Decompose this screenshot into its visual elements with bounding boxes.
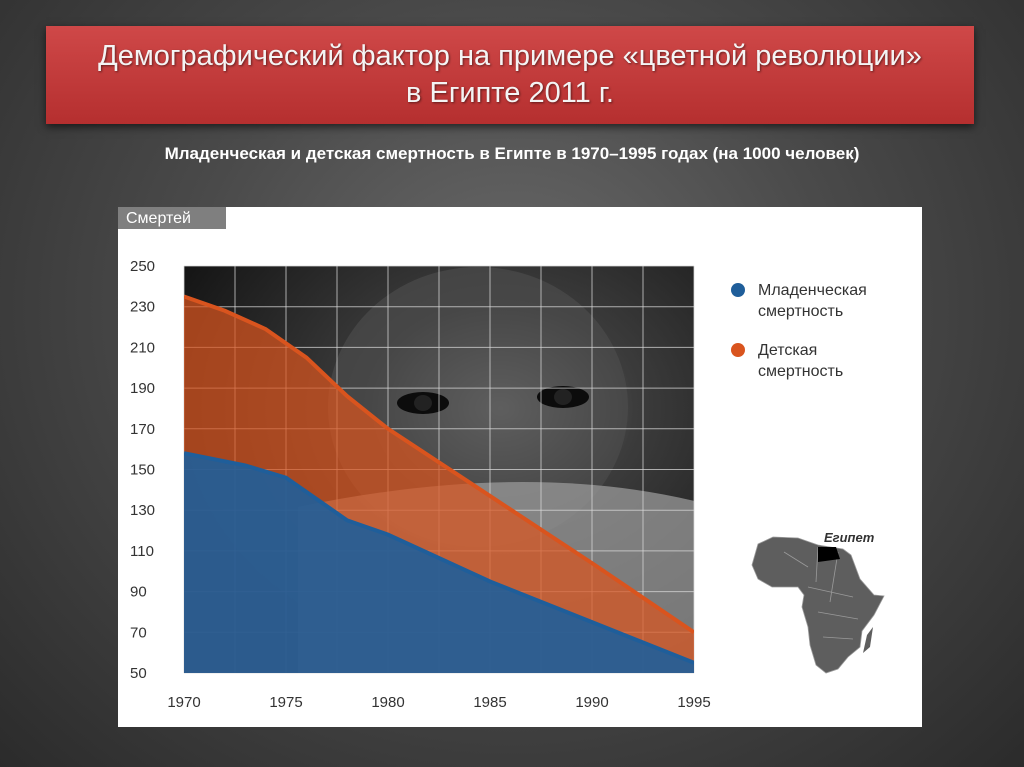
y-tick-label: 90 <box>130 584 147 601</box>
chart-panel: Смертей 50 70 90 110 130 150 170 190 210 230 250 1… <box>118 207 922 727</box>
y-tick-label: 50 <box>130 665 147 682</box>
title-line-1: Демографический фактор на примере «цветн… <box>98 39 922 72</box>
x-tick-label: 1980 <box>371 694 404 711</box>
y-tick-label: 190 <box>130 380 155 397</box>
x-tick-label: 1995 <box>677 694 710 711</box>
title-banner: Демографический фактор на примере «цветн… <box>46 26 974 124</box>
x-tick-label: 1990 <box>575 694 608 711</box>
legend-marker-1 <box>731 343 745 357</box>
y-ticks: 50 70 90 110 130 150 170 190 210 230 250 <box>130 258 155 682</box>
y-tick-label: 150 <box>130 462 155 479</box>
legend-marker-0 <box>731 283 745 297</box>
y-tick-label: 110 <box>130 543 154 560</box>
y-axis-label-box <box>118 207 226 229</box>
series-line-1 <box>184 294 694 634</box>
y-tick-label: 230 <box>130 299 155 316</box>
x-tick-label: 1970 <box>167 694 200 711</box>
title-line-2: в Египте 2011 г. <box>406 77 614 109</box>
y-tick-label: 250 <box>130 258 155 275</box>
y-axis-label: Смертей <box>126 210 191 227</box>
legend-label-0: Младенческая смертность <box>758 282 867 320</box>
egypt-label: Египет <box>824 530 875 545</box>
x-tick-label: 1975 <box>269 694 302 711</box>
series-area-0 <box>184 453 694 673</box>
egypt-highlight <box>818 547 840 562</box>
series-areas <box>184 294 694 673</box>
chart-svg: Смертей 50 70 90 110 130 150 170 190 210 230 250 1… <box>118 207 885 711</box>
legend: Младенческая смертность Детская смертность <box>731 282 867 380</box>
series-line-0 <box>184 451 694 665</box>
chart-subtitle: Младенческая и детская смертность в Егип… <box>164 144 860 163</box>
y-tick-label: 170 <box>130 421 155 438</box>
legend-label-1: Детская смертность <box>758 342 843 380</box>
x-tick-label: 1985 <box>473 694 506 711</box>
x-ticks: 1970 1975 1980 1985 1990 1995 <box>167 694 710 711</box>
y-tick-label: 130 <box>130 502 155 519</box>
africa-map-icon: Египет <box>751 530 885 674</box>
y-tick-label: 210 <box>130 339 155 356</box>
y-tick-label: 70 <box>130 624 147 641</box>
